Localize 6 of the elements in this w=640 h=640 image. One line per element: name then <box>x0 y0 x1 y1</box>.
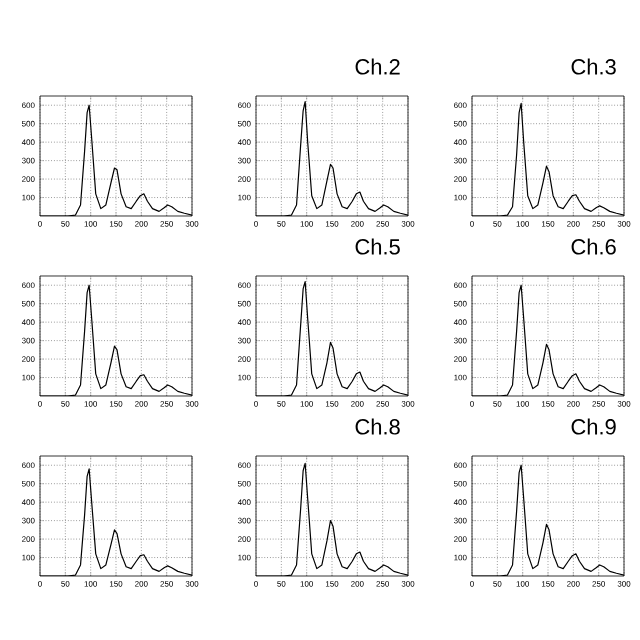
chart-title: Ch.8 <box>355 418 400 435</box>
chart-title: Ch.2 <box>355 58 400 75</box>
chart-title: Ch.9 <box>571 418 616 435</box>
chart-title: Ch.5 <box>355 238 400 255</box>
chart-title: Ch.3 <box>571 58 616 75</box>
chart-title: Ch.6 <box>571 238 616 255</box>
